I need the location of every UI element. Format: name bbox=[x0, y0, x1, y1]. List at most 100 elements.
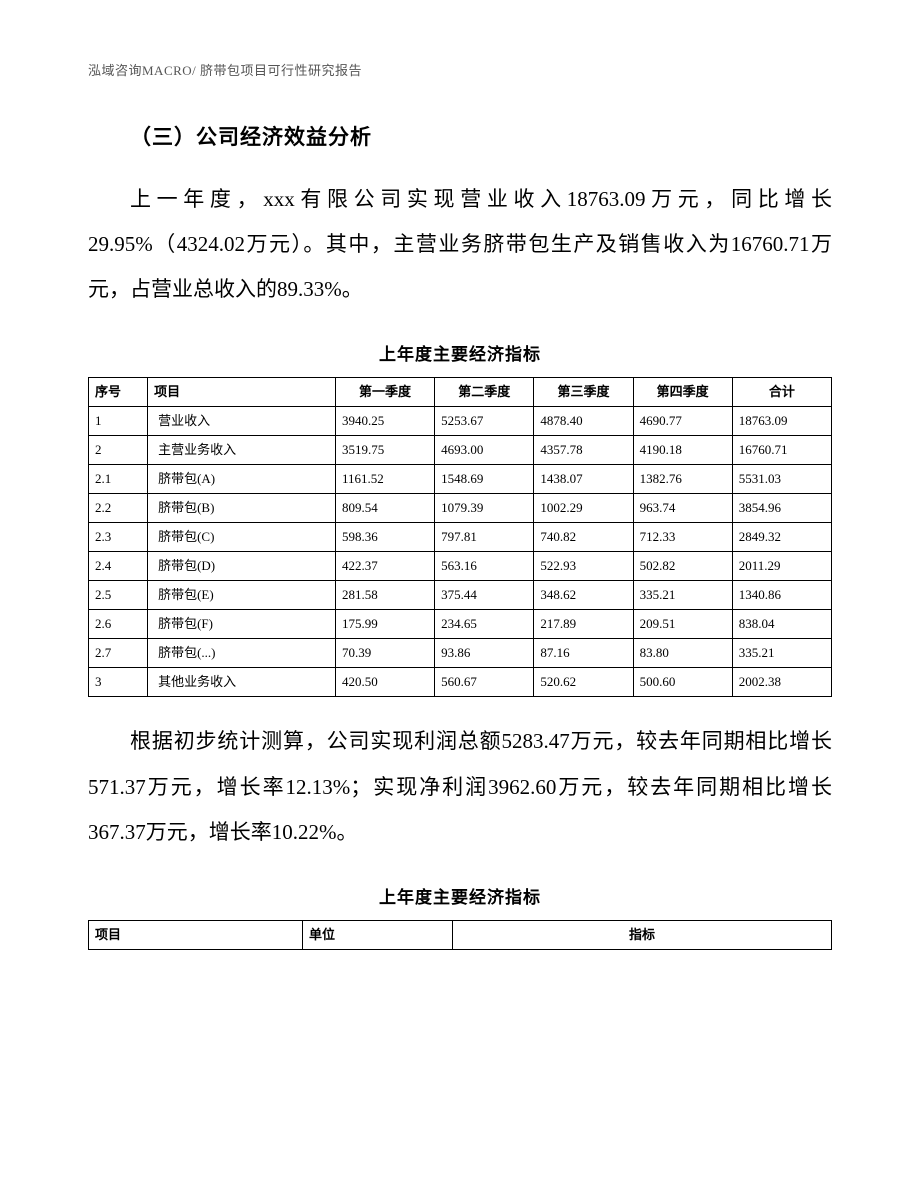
table-cell: 脐带包(D) bbox=[148, 552, 336, 581]
table-cell: 脐带包(E) bbox=[148, 581, 336, 610]
table1-col-q3: 第三季度 bbox=[534, 378, 633, 407]
table-cell: 4357.78 bbox=[534, 436, 633, 465]
table-cell: 335.21 bbox=[732, 639, 831, 668]
table-cell: 217.89 bbox=[534, 610, 633, 639]
table-cell: 1340.86 bbox=[732, 581, 831, 610]
table-cell: 838.04 bbox=[732, 610, 831, 639]
table-cell: 3854.96 bbox=[732, 494, 831, 523]
table-cell: 4878.40 bbox=[534, 407, 633, 436]
table-cell: 797.81 bbox=[435, 523, 534, 552]
table-cell: 712.33 bbox=[633, 523, 732, 552]
table-cell: 主营业务收入 bbox=[148, 436, 336, 465]
table-cell: 营业收入 bbox=[148, 407, 336, 436]
table-cell: 1382.76 bbox=[633, 465, 732, 494]
table-economic-indicators-quarterly: 序号 项目 第一季度 第二季度 第三季度 第四季度 合计 1营业收入3940.2… bbox=[88, 377, 832, 697]
table-cell: 16760.71 bbox=[732, 436, 831, 465]
table-cell: 348.62 bbox=[534, 581, 633, 610]
page-header: 泓域咨询MACRO/ 脐带包项目可行性研究报告 bbox=[88, 60, 832, 79]
table-cell: 83.80 bbox=[633, 639, 732, 668]
table-cell: 2.7 bbox=[89, 639, 148, 668]
table-cell: 70.39 bbox=[335, 639, 434, 668]
section-heading: （三）公司经济效益分析 bbox=[130, 121, 832, 151]
table-cell: 740.82 bbox=[534, 523, 633, 552]
table1-body: 1营业收入3940.255253.674878.404690.7718763.0… bbox=[89, 407, 832, 697]
table-cell: 5253.67 bbox=[435, 407, 534, 436]
table-cell: 脐带包(F) bbox=[148, 610, 336, 639]
table1-col-seq: 序号 bbox=[89, 378, 148, 407]
table-cell: 502.82 bbox=[633, 552, 732, 581]
table-cell: 281.58 bbox=[335, 581, 434, 610]
table-cell: 1002.29 bbox=[534, 494, 633, 523]
table-cell: 87.16 bbox=[534, 639, 633, 668]
table1-title: 上年度主要经济指标 bbox=[88, 340, 832, 365]
table-cell: 963.74 bbox=[633, 494, 732, 523]
table1-col-item: 项目 bbox=[148, 378, 336, 407]
table-cell: 脐带包(A) bbox=[148, 465, 336, 494]
table1-col-q1: 第一季度 bbox=[335, 378, 434, 407]
paragraph-2: 根据初步统计测算，公司实现利润总额5283.47万元，较去年同期相比增长571.… bbox=[88, 719, 832, 854]
table-cell: 520.62 bbox=[534, 668, 633, 697]
table-cell: 18763.09 bbox=[732, 407, 831, 436]
table-cell: 2 bbox=[89, 436, 148, 465]
table-cell: 1548.69 bbox=[435, 465, 534, 494]
table-cell: 422.37 bbox=[335, 552, 434, 581]
table-cell: 563.16 bbox=[435, 552, 534, 581]
table-cell: 脐带包(C) bbox=[148, 523, 336, 552]
table-cell: 4690.77 bbox=[633, 407, 732, 436]
table-cell: 234.65 bbox=[435, 610, 534, 639]
table-cell: 3940.25 bbox=[335, 407, 434, 436]
table-cell: 93.86 bbox=[435, 639, 534, 668]
table-cell: 335.21 bbox=[633, 581, 732, 610]
table2-col-unit: 单位 bbox=[303, 920, 453, 949]
table-cell: 3 bbox=[89, 668, 148, 697]
table-cell: 522.93 bbox=[534, 552, 633, 581]
table-row: 1营业收入3940.255253.674878.404690.7718763.0… bbox=[89, 407, 832, 436]
table-cell: 2.1 bbox=[89, 465, 148, 494]
table-cell: 375.44 bbox=[435, 581, 534, 610]
table-cell: 560.67 bbox=[435, 668, 534, 697]
table-row: 2.4脐带包(D)422.37563.16522.93502.822011.29 bbox=[89, 552, 832, 581]
table-cell: 175.99 bbox=[335, 610, 434, 639]
table-cell: 脐带包(B) bbox=[148, 494, 336, 523]
table1-col-q2: 第二季度 bbox=[435, 378, 534, 407]
table-cell: 2.4 bbox=[89, 552, 148, 581]
table1-col-q4: 第四季度 bbox=[633, 378, 732, 407]
table-row: 2.3脐带包(C)598.36797.81740.82712.332849.32 bbox=[89, 523, 832, 552]
table-cell: 2011.29 bbox=[732, 552, 831, 581]
table-cell: 3519.75 bbox=[335, 436, 434, 465]
table2-title: 上年度主要经济指标 bbox=[88, 883, 832, 908]
table-cell: 1161.52 bbox=[335, 465, 434, 494]
table-cell: 598.36 bbox=[335, 523, 434, 552]
table-cell: 420.50 bbox=[335, 668, 434, 697]
table-cell: 2002.38 bbox=[732, 668, 831, 697]
table-cell: 209.51 bbox=[633, 610, 732, 639]
page: 泓域咨询MACRO/ 脐带包项目可行性研究报告 （三）公司经济效益分析 上一年度… bbox=[0, 0, 920, 1191]
table-cell: 4190.18 bbox=[633, 436, 732, 465]
table-cell: 809.54 bbox=[335, 494, 434, 523]
table1-head: 序号 项目 第一季度 第二季度 第三季度 第四季度 合计 bbox=[89, 378, 832, 407]
table-cell: 4693.00 bbox=[435, 436, 534, 465]
table-cell: 2.5 bbox=[89, 581, 148, 610]
table-cell: 脐带包(...) bbox=[148, 639, 336, 668]
table-cell: 1 bbox=[89, 407, 148, 436]
table-row: 2.6脐带包(F)175.99234.65217.89209.51838.04 bbox=[89, 610, 832, 639]
table-row: 2.7脐带包(...)70.3993.8687.1683.80335.21 bbox=[89, 639, 832, 668]
table-cell: 2849.32 bbox=[732, 523, 831, 552]
table2-col-index: 指标 bbox=[453, 920, 832, 949]
table1-header-row: 序号 项目 第一季度 第二季度 第三季度 第四季度 合计 bbox=[89, 378, 832, 407]
table1-col-total: 合计 bbox=[732, 378, 831, 407]
table-cell: 2.6 bbox=[89, 610, 148, 639]
table-cell: 1079.39 bbox=[435, 494, 534, 523]
table-economic-indicators-summary: 项目 单位 指标 bbox=[88, 920, 832, 950]
table-row: 2主营业务收入3519.754693.004357.784190.1816760… bbox=[89, 436, 832, 465]
paragraph-1: 上一年度，xxx有限公司实现营业收入18763.09万元，同比增长29.95%（… bbox=[88, 177, 832, 312]
table-row: 3其他业务收入420.50560.67520.62500.602002.38 bbox=[89, 668, 832, 697]
table2-header-row: 项目 单位 指标 bbox=[89, 920, 832, 949]
table-cell: 2.3 bbox=[89, 523, 148, 552]
table-cell: 5531.03 bbox=[732, 465, 831, 494]
table2-col-item: 项目 bbox=[89, 920, 303, 949]
table-cell: 500.60 bbox=[633, 668, 732, 697]
spacer bbox=[88, 697, 832, 719]
table-cell: 其他业务收入 bbox=[148, 668, 336, 697]
table-row: 2.2脐带包(B)809.541079.391002.29963.743854.… bbox=[89, 494, 832, 523]
